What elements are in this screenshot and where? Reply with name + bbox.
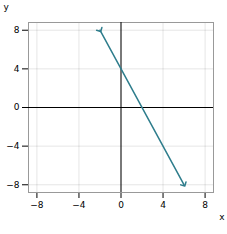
svg-text:−4: −4 xyxy=(72,200,86,210)
svg-text:4: 4 xyxy=(14,64,20,74)
svg-text:y: y xyxy=(4,2,10,12)
svg-text:0: 0 xyxy=(118,200,124,210)
svg-text:x: x xyxy=(219,212,225,222)
svg-text:8: 8 xyxy=(202,200,208,210)
svg-text:−8: −8 xyxy=(6,180,20,190)
svg-text:−8: −8 xyxy=(30,200,44,210)
svg-text:8: 8 xyxy=(14,25,20,35)
svg-text:−4: −4 xyxy=(6,141,20,151)
svg-text:0: 0 xyxy=(14,102,20,112)
svg-text:4: 4 xyxy=(160,200,166,210)
